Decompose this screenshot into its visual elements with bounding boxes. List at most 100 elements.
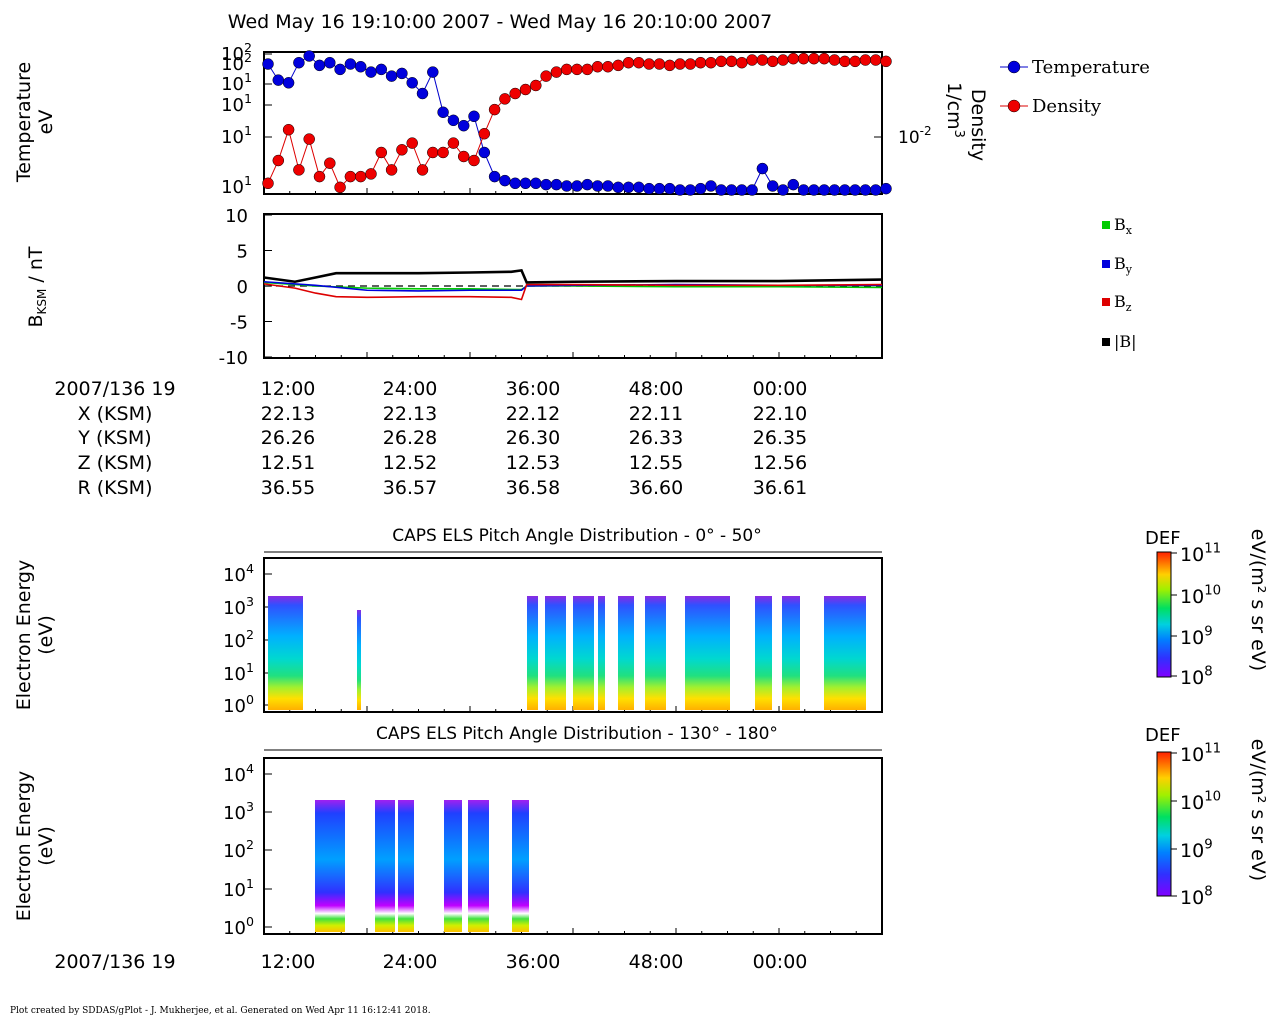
density-point	[756, 54, 769, 66]
ephemeris-label: Z (KSM)	[78, 452, 153, 474]
spectrogram-block	[598, 596, 605, 710]
temperature-point	[787, 178, 800, 191]
density-point	[736, 56, 748, 69]
temperature-point	[488, 170, 501, 183]
density-point	[684, 58, 697, 70]
colorbar-tick-label: 108	[1180, 664, 1213, 689]
temperature-point	[694, 182, 707, 195]
ephemeris-value: 36.57	[383, 477, 437, 499]
density-point	[591, 60, 604, 73]
legend-bx: Bx	[1102, 215, 1133, 237]
spectrogram-1-y-ticks: 104 103 102 101 100	[223, 561, 883, 717]
density-point	[324, 157, 336, 169]
density-point	[334, 181, 346, 194]
ephemeris-value: 12.52	[383, 452, 437, 474]
svg-text:|B|: |B|	[1114, 332, 1137, 351]
colorbar-1-ticks: 1011 1010 109 108	[1171, 541, 1221, 689]
ephemeris-value: 12.53	[506, 452, 560, 474]
temperature-point	[581, 178, 594, 191]
density-point	[354, 170, 367, 183]
bottom-time-axis: 2007/136 19 12:00 24:00 36:00 48:00 00:00	[54, 951, 807, 973]
spectrogram-block	[527, 596, 538, 710]
spectrogram-title-1: CAPS ELS Pitch Angle Distribution - 0° -…	[392, 526, 761, 546]
energy-tick-label: 103	[223, 799, 254, 824]
temperature-point	[447, 114, 460, 127]
colorbar-tick-label: 1010	[1180, 583, 1221, 608]
temperature-point	[633, 181, 645, 194]
temperature-point	[612, 181, 624, 194]
temperature-point	[354, 60, 367, 73]
ephemeris-label: R (KSM)	[78, 477, 153, 499]
temperature-point	[437, 106, 449, 119]
density-point	[540, 70, 552, 82]
ephemeris-time: 00:00	[753, 378, 808, 400]
density-point	[262, 177, 274, 190]
ephemeris-label: 2007/136 19	[54, 378, 175, 400]
temperature-point	[756, 162, 769, 175]
temperature-point	[262, 58, 274, 70]
temperature-point	[653, 182, 666, 195]
density-point	[581, 63, 594, 76]
spectrogram-block	[618, 596, 634, 710]
density-right-tick: 10-2	[898, 124, 932, 148]
ephemeris-label: X (KSM)	[78, 403, 153, 425]
spectrogram-2-y-ticks: 104 103 102 101 100	[223, 761, 883, 939]
legend-bz: Bz	[1102, 292, 1132, 314]
density-point	[478, 127, 491, 140]
colorbar-tick-label: 1011	[1180, 741, 1221, 766]
spectrogram-block	[755, 596, 772, 710]
temperature-point	[550, 178, 563, 191]
spectrogram-2-data	[315, 800, 529, 932]
legend-by: By	[1102, 254, 1133, 276]
spectrogram-block	[545, 596, 566, 710]
temperature-tick-label: 101	[221, 123, 252, 148]
density-point	[602, 60, 614, 73]
density-point	[293, 164, 305, 176]
ephemeris-time: 12:00	[261, 378, 316, 400]
temperature-tick-label: 101	[221, 91, 252, 116]
temperature-point	[560, 180, 573, 192]
density-point	[828, 54, 841, 66]
ephemeris-value: 26.30	[506, 427, 560, 449]
spectrogram-block	[268, 596, 303, 710]
density-point	[437, 146, 449, 159]
temperature-point	[818, 184, 830, 196]
temperature-point	[406, 77, 418, 89]
bfield-tick-label: -10	[219, 348, 248, 369]
density-point	[622, 56, 635, 69]
ephemeris-value: 22.13	[383, 403, 437, 425]
density-point	[282, 123, 295, 136]
temperature-point	[715, 184, 727, 196]
temperature-point	[313, 59, 326, 72]
temperature-point	[499, 174, 511, 187]
colorbar-tick-label: 109	[1180, 624, 1213, 649]
energy-tick-label: 104	[223, 761, 254, 786]
colorbar-title-2: DEF	[1145, 725, 1181, 746]
bfield-tick-label: -5	[230, 313, 248, 334]
ephemeris-value: 22.12	[506, 403, 560, 425]
magnetic-field-legend: Bx By Bz |B|	[1102, 215, 1137, 351]
svg-text:Temperature: Temperature	[1032, 57, 1150, 78]
spectrogram-block	[444, 800, 462, 932]
density-point	[849, 55, 861, 68]
temperature-point	[746, 184, 758, 196]
density-point	[416, 164, 429, 176]
density-point	[859, 54, 872, 66]
temperature-point	[766, 180, 779, 192]
spectrogram-block	[357, 610, 361, 710]
bfield-tick-label: 5	[237, 242, 248, 263]
density-point	[519, 83, 532, 96]
bottom-axis-tick: 12:00	[261, 951, 316, 973]
bfield-tick-label: 10	[225, 206, 248, 227]
density-point	[509, 87, 521, 100]
density-point	[787, 52, 800, 65]
ephemeris-value: 26.33	[629, 427, 683, 449]
density-ylabel-unit: 1/cm3	[943, 82, 966, 138]
energy-tick-label: 104	[223, 561, 254, 586]
ephemeris-value: 36.55	[261, 477, 315, 499]
temperature-density-series	[262, 50, 892, 196]
bottom-axis-tick: 24:00	[383, 951, 438, 973]
temperature-point	[602, 180, 614, 192]
bfield-tick-label: 0	[237, 277, 248, 298]
temperature-point	[643, 182, 655, 195]
